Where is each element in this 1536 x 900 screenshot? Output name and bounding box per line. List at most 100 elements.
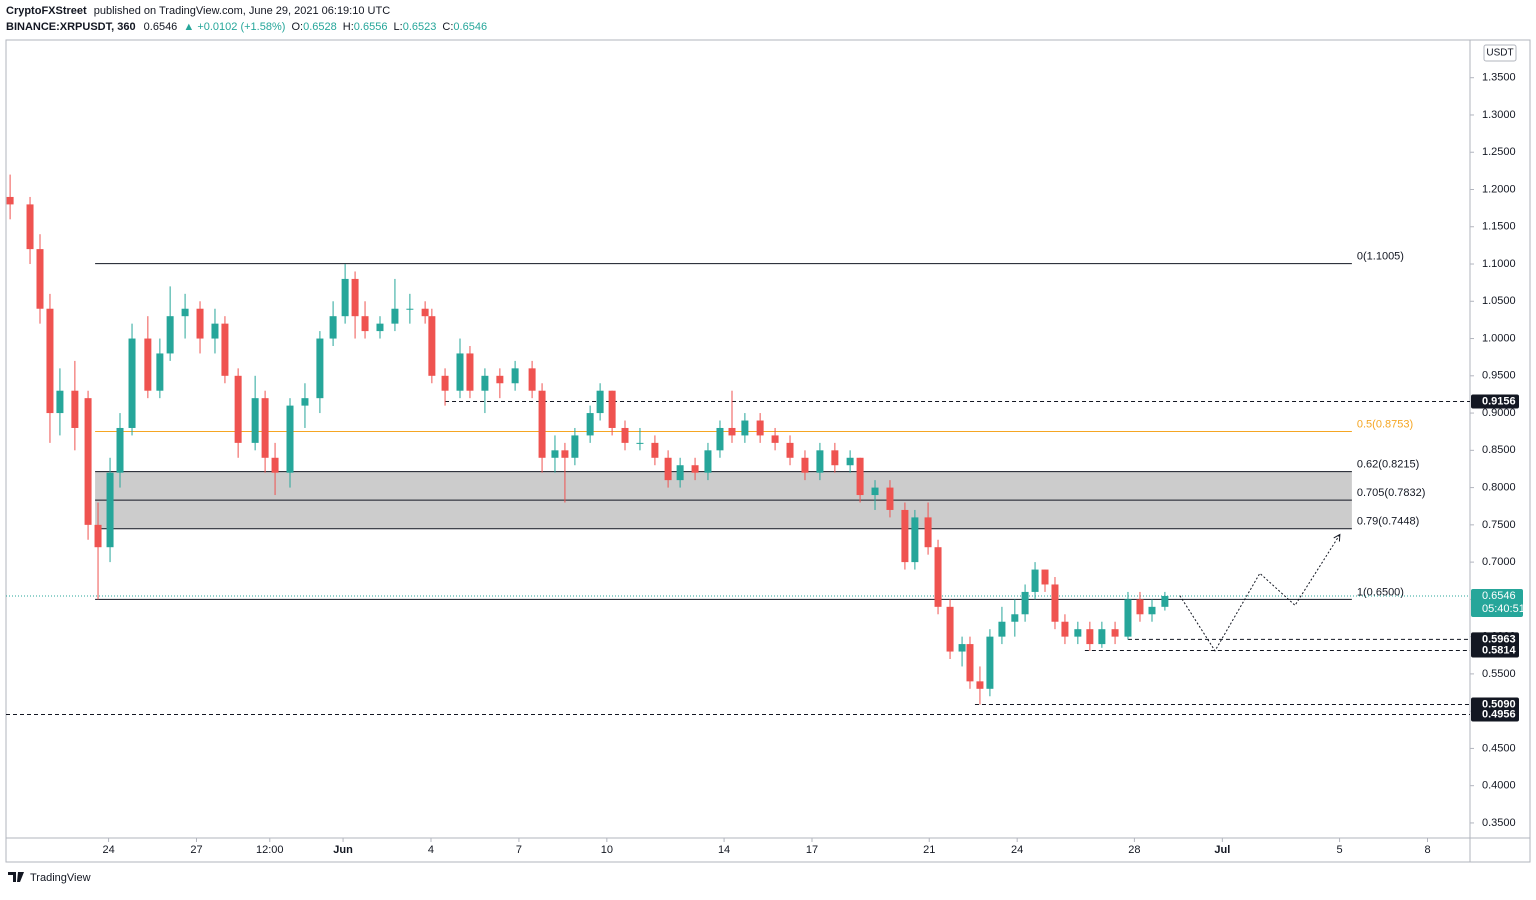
candle-body xyxy=(26,204,34,250)
candle-body xyxy=(71,390,79,428)
candle-body xyxy=(986,636,994,689)
x-tick-label: Jul xyxy=(1214,844,1230,856)
unit-box xyxy=(1483,44,1517,62)
y-tick-label: 1.2000 xyxy=(1482,183,1516,195)
price-badge xyxy=(1471,632,1519,647)
candle-body xyxy=(846,457,854,466)
y-tick-label: 1.3500 xyxy=(1482,72,1516,84)
candle-body xyxy=(144,338,152,391)
candle-body xyxy=(1098,629,1106,645)
price-badge xyxy=(1471,707,1519,722)
candle-body xyxy=(901,509,909,563)
candle-body xyxy=(528,368,536,391)
symbol: BINANCE:XRPUSDT, 360 xyxy=(6,21,136,33)
y-tick-label: 0.4500 xyxy=(1482,742,1516,754)
candle-body xyxy=(741,420,749,436)
candle-body xyxy=(271,457,279,473)
candle-body xyxy=(596,390,604,414)
candle-body xyxy=(481,375,489,391)
x-tick-label: 27 xyxy=(190,844,202,856)
candle-body xyxy=(1136,599,1144,615)
footer: TradingView xyxy=(30,872,91,884)
candle-body xyxy=(1148,606,1156,615)
candle-body xyxy=(1161,595,1169,607)
candle-body xyxy=(586,413,594,436)
candle-body xyxy=(166,316,174,354)
fib-label: 0.5(0.8753) xyxy=(1357,418,1413,430)
candle-body xyxy=(376,323,384,332)
x-tick-label: Jun xyxy=(333,844,353,856)
candle-body xyxy=(56,390,64,414)
published: published on TradingView.com, June 29, 2… xyxy=(94,5,390,17)
candle-body xyxy=(351,278,359,317)
candle-body xyxy=(511,368,519,384)
candle-body xyxy=(128,338,136,428)
price-badge-label: 0.5814 xyxy=(1482,644,1517,656)
current-price: 0.6546 xyxy=(1482,590,1516,602)
current-badge xyxy=(1471,588,1523,617)
y-tick-label: 0.8500 xyxy=(1482,444,1516,456)
countdown: 05:40:51 xyxy=(1482,603,1525,615)
candle-body xyxy=(286,405,294,473)
candle-body xyxy=(636,442,644,444)
frame xyxy=(5,39,1531,863)
x-tick-label: 10 xyxy=(601,844,613,856)
candle-body xyxy=(871,487,879,496)
x-tick-label: 17 xyxy=(806,844,818,856)
candle-body xyxy=(651,442,659,458)
candle-body xyxy=(621,427,629,443)
symbol-line: BINANCE:XRPUSDT, 360 0.6546 ▲ +0.0102 (+… xyxy=(6,21,487,33)
candle-body xyxy=(391,308,399,324)
last-price: 0.6546 xyxy=(144,21,178,33)
candle-body xyxy=(316,338,324,399)
x-tick-label: 24 xyxy=(1011,844,1023,856)
y-tick-label: 1.0000 xyxy=(1482,332,1516,344)
candle-body xyxy=(886,487,894,510)
price-badge-label: 0.5090 xyxy=(1482,698,1516,710)
x-tick-label: 24 xyxy=(102,844,114,856)
candle-body xyxy=(966,644,974,682)
x-tick-label: 14 xyxy=(718,844,730,856)
candle-body xyxy=(406,308,414,310)
candle-body xyxy=(1124,599,1132,637)
unit: USDT xyxy=(1486,48,1513,59)
candle-body xyxy=(94,524,102,548)
candle-body xyxy=(1021,591,1029,615)
y-tick-label: 0.3500 xyxy=(1482,817,1516,829)
header-line: CryptoFXStreet published on TradingView.… xyxy=(6,5,390,17)
x-tick-label: 21 xyxy=(923,844,935,856)
x-tick-label: 12:00 xyxy=(256,844,284,856)
candle-body xyxy=(181,308,189,317)
candle-body xyxy=(156,353,164,391)
candle-body xyxy=(856,457,864,496)
candle-body xyxy=(924,517,932,548)
projection-arrow xyxy=(1333,533,1341,542)
fib-label: 0.62(0.8215) xyxy=(1357,458,1419,470)
y-tick-label: 1.1000 xyxy=(1482,258,1516,270)
candle-body xyxy=(36,249,44,309)
candle-body xyxy=(1051,584,1059,622)
candle-body xyxy=(704,450,712,473)
fib-label: 0(1.1005) xyxy=(1357,251,1404,263)
candle-body xyxy=(831,450,839,466)
candle-body xyxy=(1061,621,1069,637)
candle-body xyxy=(664,457,672,481)
candle-body xyxy=(1031,569,1039,592)
candle-body xyxy=(441,375,449,391)
candle-body xyxy=(221,323,229,376)
ohlc-c-label: C: xyxy=(442,21,453,33)
candle-body xyxy=(728,427,736,436)
ohlc-o: 0.6528 xyxy=(303,21,337,33)
candle-body xyxy=(116,427,124,473)
y-tick-label: 0.5500 xyxy=(1482,668,1516,680)
ohlc-h-label: H: xyxy=(343,21,354,33)
candle-body xyxy=(361,316,369,332)
candle-body xyxy=(466,353,474,391)
candle-body xyxy=(801,457,809,473)
publisher: CryptoFXStreet xyxy=(6,5,87,17)
candle-body xyxy=(251,398,259,443)
y-tick-label: 1.3000 xyxy=(1482,109,1516,121)
ohlc-h: 0.6556 xyxy=(354,21,388,33)
candle-body xyxy=(496,375,504,384)
